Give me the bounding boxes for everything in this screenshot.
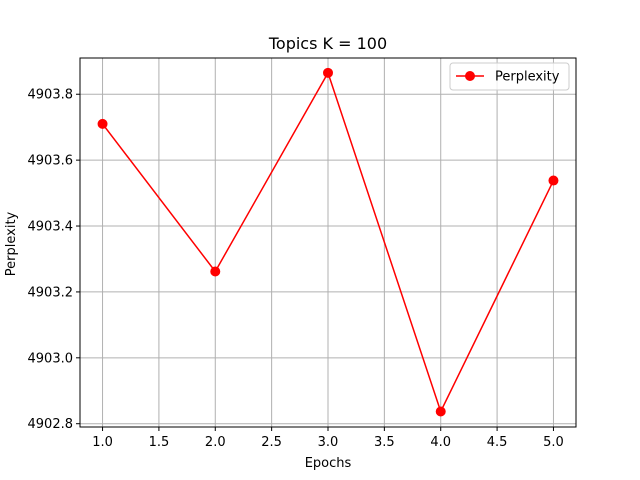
chart-title: Topics K = 100 (268, 34, 387, 53)
x-axis-ticks: 1.0 1.5 2.0 2.5 3.0 3.5 4.0 4.5 5.0 (92, 427, 564, 450)
y-axis-label: Perplexity (4, 211, 19, 276)
series-layer (97, 67, 559, 417)
legend-marker-swatch (465, 71, 475, 81)
data-point-marker (323, 67, 333, 78)
x-tick-label: 3.0 (318, 435, 339, 450)
x-tick-label: 1.5 (149, 435, 170, 450)
x-tick-label: 2.5 (261, 435, 282, 450)
data-point-marker (435, 406, 446, 417)
data-point-marker (548, 175, 559, 186)
legend-frame (449, 62, 570, 91)
y-tick-label: 4903.4 (28, 220, 74, 235)
x-tick-label: 5.0 (543, 435, 564, 450)
x-axis-label: Epochs (305, 456, 352, 471)
data-point-marker (97, 118, 108, 129)
y-axis-ticks: 4902.8 4903.0 4903.2 4903.4 4903.6 4903.8 (28, 88, 80, 432)
y-tick-label: 4902.8 (28, 417, 74, 432)
y-tick-label: 4903.8 (28, 88, 74, 103)
x-tick-label: 4.5 (487, 435, 508, 450)
x-tick-label: 2.0 (205, 435, 226, 450)
y-tick-label: 4903.2 (28, 285, 74, 300)
x-tick-label: 1.0 (92, 435, 113, 450)
x-tick-label: 3.5 (374, 435, 395, 450)
y-tick-label: 4903.0 (28, 351, 74, 366)
grid-lines (80, 58, 576, 427)
x-tick-label: 4.0 (430, 435, 451, 450)
legend-label: Perplexity (495, 70, 560, 85)
legend: Perplexity (449, 62, 570, 91)
y-tick-label: 4903.6 (28, 154, 74, 169)
data-point-marker (210, 266, 221, 277)
